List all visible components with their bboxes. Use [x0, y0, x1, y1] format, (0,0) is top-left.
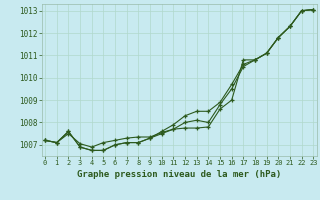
X-axis label: Graphe pression niveau de la mer (hPa): Graphe pression niveau de la mer (hPa) — [77, 170, 281, 179]
